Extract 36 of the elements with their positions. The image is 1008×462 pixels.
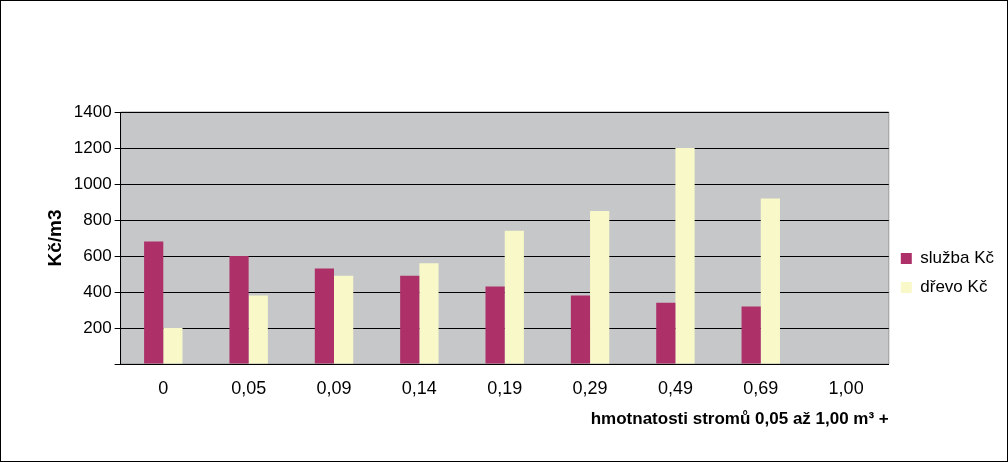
y-tick-label: 400 [83, 281, 112, 301]
bar [163, 328, 183, 364]
bar [248, 295, 268, 364]
bar [570, 295, 591, 364]
y-tick-label: 1400 [73, 101, 112, 121]
bar [760, 198, 780, 364]
x-tick-label: 1,00 [828, 377, 864, 398]
bar [334, 275, 354, 364]
bar [590, 211, 610, 364]
legend-label: dřevo Kč [920, 277, 988, 297]
bar [656, 302, 676, 364]
bar [504, 230, 524, 364]
x-tick-label: 0,49 [657, 377, 693, 398]
y-tick-label: 600 [83, 245, 112, 265]
bar [144, 241, 164, 364]
y-tick-label: 200 [83, 317, 112, 337]
bar [741, 306, 761, 364]
y-axis-title: Kč/m3 [43, 209, 65, 267]
x-tick-label: 0,09 [316, 377, 352, 398]
y-tick-label: 1200 [73, 137, 112, 157]
x-axis-title: hmotnatosti stromů 0,05 až 1,00 m³ + [590, 409, 889, 429]
x-tick-label: 0,19 [487, 377, 523, 398]
bar [229, 256, 249, 364]
x-tick-label: 0 [158, 377, 169, 398]
x-tick-label: 0,14 [401, 377, 437, 398]
x-tick-label: 0,05 [231, 377, 267, 398]
x-tick-label: 0,69 [743, 377, 779, 398]
bar [485, 286, 505, 364]
y-tick-label: 1000 [73, 173, 112, 193]
bar [314, 268, 334, 364]
y-tick-label: 800 [83, 209, 112, 229]
x-tick-label: 0,29 [572, 377, 608, 398]
bar [400, 275, 420, 364]
bar [419, 263, 439, 364]
bar [675, 148, 695, 364]
legend-label: služba Kč [920, 248, 995, 268]
